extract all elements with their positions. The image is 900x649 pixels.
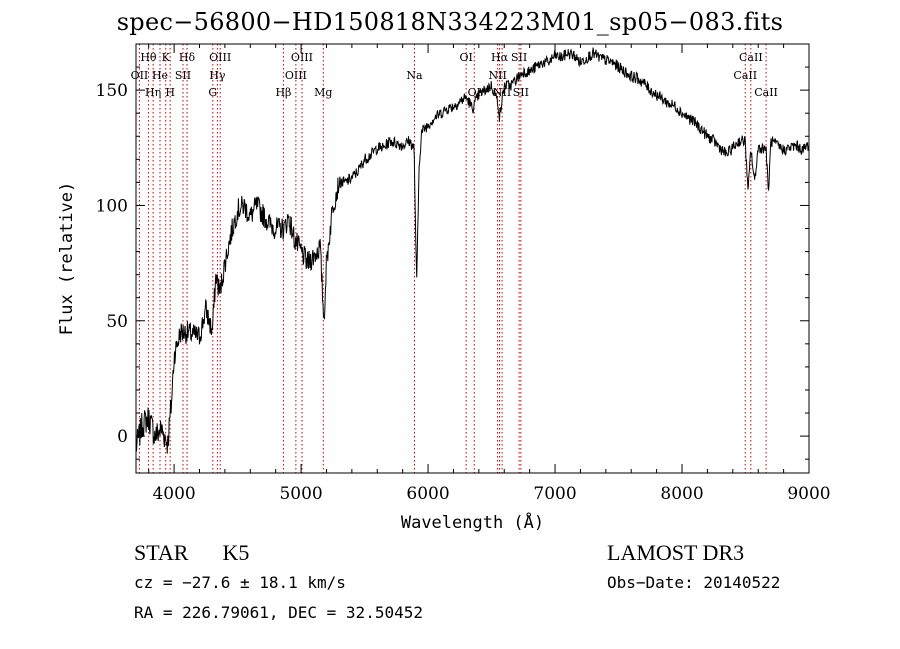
line-marker-label: CaII [739,51,763,64]
x-tick-label: 6000 [406,484,449,504]
line-marker-label: OI [459,51,472,64]
line-marker-label: G [208,86,217,99]
plot-frame [135,43,810,474]
y-axis: 0 50 100 150 [96,66,809,460]
y-tick-label: 100 [96,196,128,216]
line-marker-label: Hη [145,86,161,99]
line-marker-label: Hδ [179,51,196,64]
observation-date: Obs−Date: 20140522 [607,573,781,592]
line-marker-label: Mg [314,86,332,99]
survey-name: LAMOST DR3 [607,540,745,565]
line-marker-label: OIII [209,51,231,64]
x-axis: 4000 5000 6000 7000 8000 9000 [148,44,831,504]
line-marker-label: NII [488,69,506,82]
line-marker-label: He [152,69,168,82]
line-marker-label: SII [175,69,191,82]
x-tick-label: 5000 [279,484,322,504]
y-tick-label: 0 [117,427,128,447]
x-tick-label: 9000 [787,484,830,504]
x-tick-label: 4000 [152,484,195,504]
coordinates-text: RA = 226.79061, DEC = 32.50452 [134,603,423,622]
line-marker-label: OIII [291,51,313,64]
line-marker-label: SII [513,86,529,99]
line-marker-label: OII [131,69,149,82]
y-tick-label: 150 [96,81,128,101]
x-tick-label: 8000 [660,484,703,504]
line-marker-label: CaII [754,86,778,99]
line-marker-label: SII [511,51,527,64]
spectral-line-markers [138,44,767,473]
chart-title: spec−56800−HD150818N334223M01_sp05−083.f… [116,8,784,36]
line-marker-label: Hα [491,51,509,64]
line-marker-label: NII [493,86,511,99]
line-marker-label: Na [406,69,423,82]
line-marker-label: Hθ [140,51,157,64]
object-class-row: STAR K5 [134,540,249,566]
object-subclass: K5 [222,540,250,565]
line-marker-label: OIII [285,69,307,82]
redshift-text: cz = −27.6 ± 18.1 km/s [134,573,346,592]
line-marker-label: Hγ [209,69,226,82]
y-tick-label: 50 [106,312,128,332]
spectrum-line [135,47,810,454]
object-class: STAR [134,540,189,565]
x-axis-label: Wavelength (Å) [401,511,544,533]
y-axis-label: Flux (relative) [57,182,77,336]
line-marker-label: CaII [733,69,757,82]
line-marker-label: H [165,86,175,99]
line-marker-label: K [162,51,171,64]
x-tick-label: 7000 [533,484,576,504]
line-marker-label: Hβ [275,86,291,99]
